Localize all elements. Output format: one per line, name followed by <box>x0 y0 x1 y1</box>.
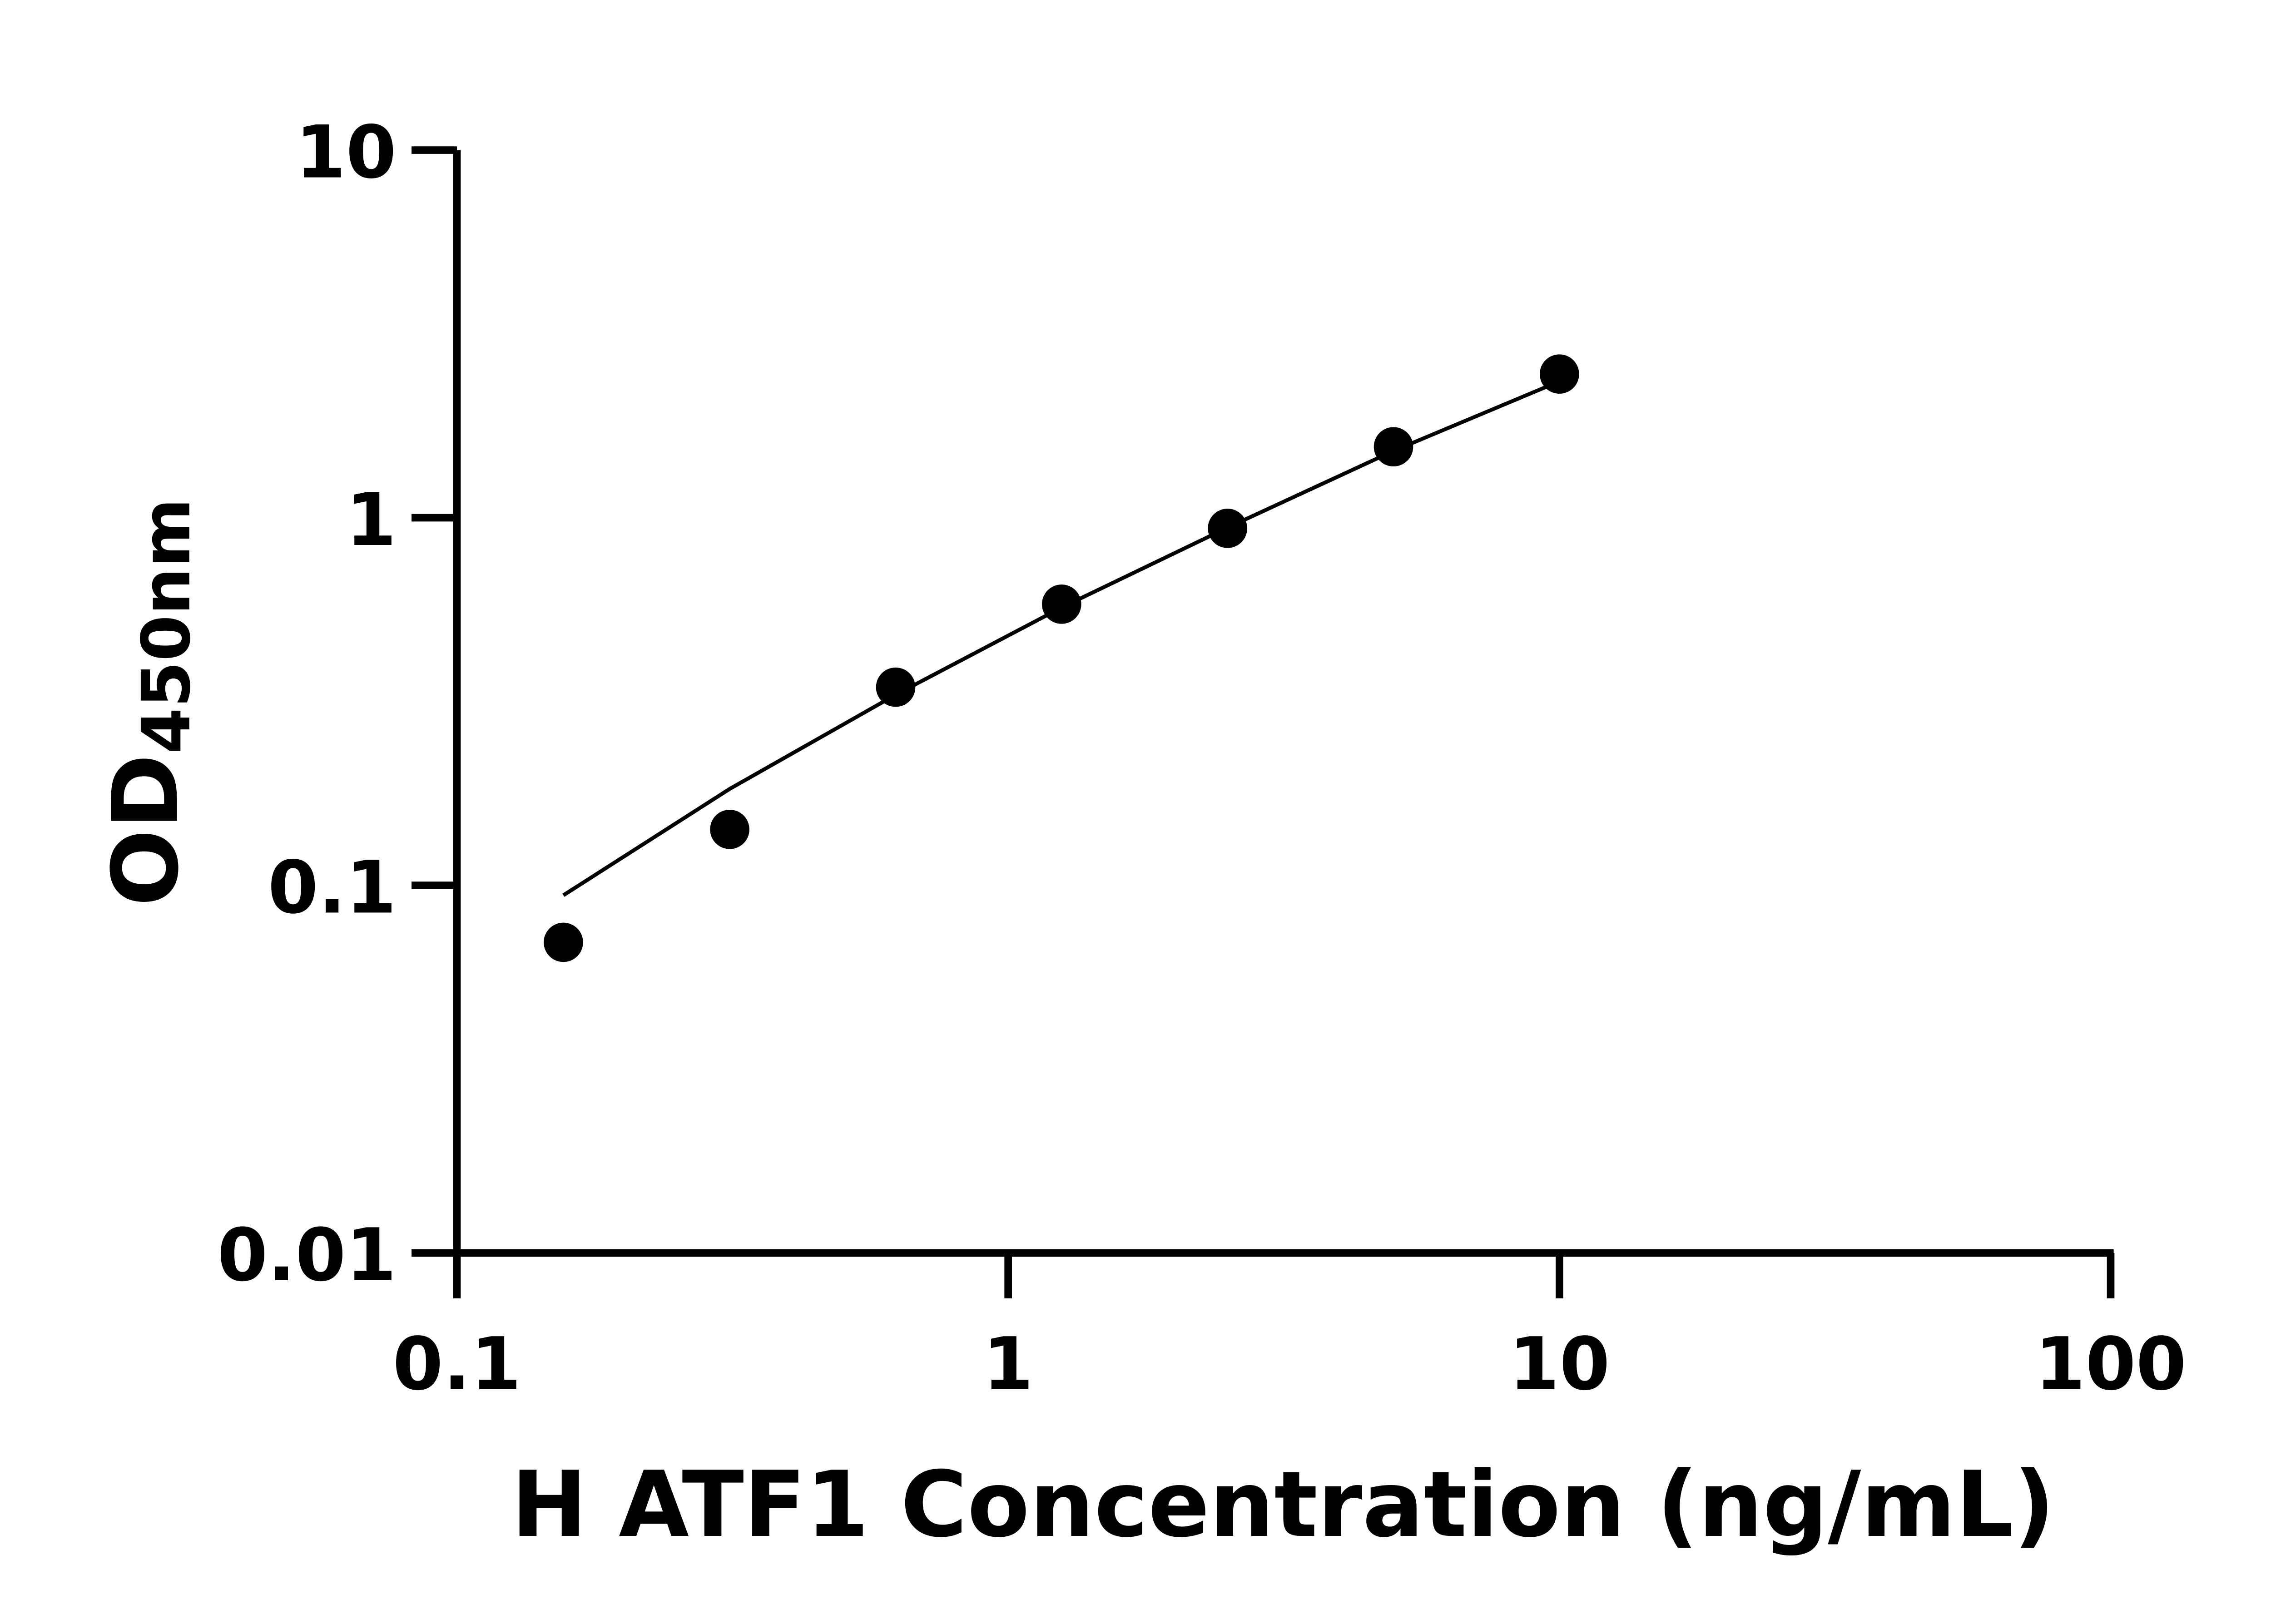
data-point <box>544 922 583 962</box>
x-tick-label: 0.1 <box>392 1322 521 1406</box>
data-point <box>1208 509 1247 548</box>
fit-curve <box>562 379 1560 897</box>
y-tick-label: 10 <box>295 110 396 195</box>
x-tick-label: 100 <box>2035 1322 2187 1406</box>
axes <box>412 146 2115 1298</box>
y-tick-label: 0.01 <box>217 1213 396 1297</box>
data-point <box>710 809 749 849</box>
y-axis-label-sub: 450nm <box>127 498 205 754</box>
y-axis-label: OD450nm <box>93 498 205 906</box>
tick-labels: 0.1 1 10 100 0.01 0.1 1 10 <box>217 110 2187 1406</box>
x-tick-label: 10 <box>1509 1322 1610 1406</box>
y-tick-label: 0.1 <box>268 846 397 930</box>
y-axis-label-main: OD <box>93 754 199 906</box>
y-tick-label: 1 <box>346 478 397 562</box>
data-point <box>1374 427 1413 467</box>
data-points <box>544 354 1579 962</box>
x-axis-label: H ATF1 Concentration (ng/mL) <box>511 1452 2055 1558</box>
data-point <box>1540 354 1579 394</box>
x-tick-label: 1 <box>983 1322 1033 1406</box>
data-point <box>1041 584 1081 624</box>
data-point <box>876 667 916 707</box>
